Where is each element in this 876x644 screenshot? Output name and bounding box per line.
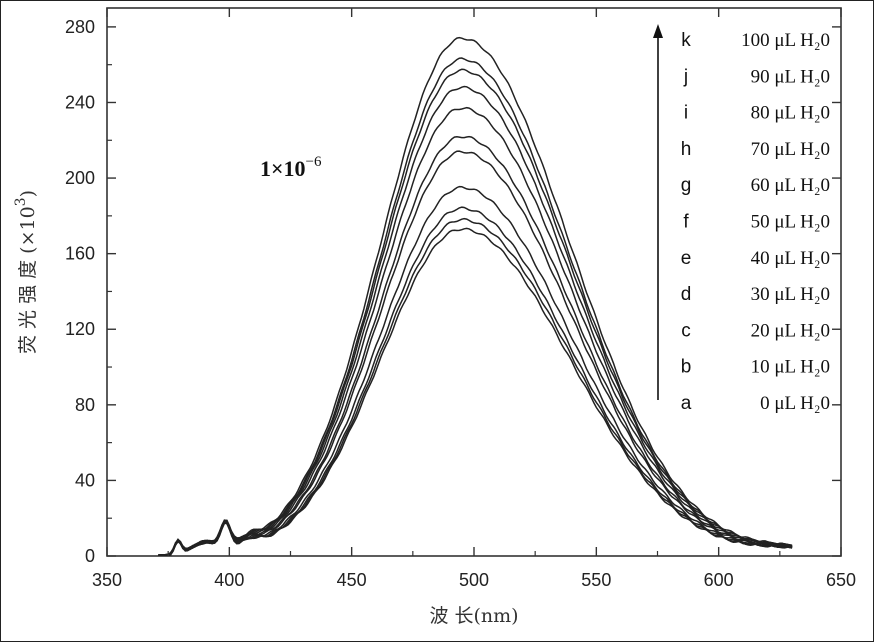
legend-letter-g: g	[681, 175, 692, 196]
legend-label-g: 60 μL H₂0	[751, 175, 830, 196]
legend-letter-j: j	[683, 66, 688, 87]
y-tick-label: 40	[75, 470, 95, 490]
series-line-k	[158, 36, 793, 556]
legend: k 100 μL H₂0 j 90 μL H₂0 i 80 μL H₂0 h 70 μL H₂…	[653, 24, 830, 414]
legend-letter-e: e	[681, 248, 692, 269]
series-line-a	[158, 227, 793, 556]
y-tick-label: 120	[65, 319, 95, 339]
plot-area	[106, 7, 842, 557]
series-line-j	[158, 57, 793, 556]
concentration-annotation: 1×10−6	[260, 154, 322, 181]
legend-letter-b: b	[681, 357, 692, 378]
x-tick-label: 600	[704, 570, 734, 590]
plot-border	[106, 7, 842, 557]
legend-label-k: 100 μL H₂0	[741, 30, 830, 51]
series-line-f	[158, 135, 793, 556]
legend-letter-k: k	[681, 30, 691, 51]
up-arrow-icon	[653, 24, 663, 38]
series-line-b	[158, 217, 793, 556]
series-line-c	[158, 206, 793, 556]
legend-letter-h: h	[681, 139, 692, 160]
axes-layer: 350 400 450 500 550 600 650 0 40 80 120 160 200 240 28…	[13, 8, 856, 627]
x-tick-label: 550	[581, 570, 611, 590]
legend-label-a: 0 μL H₂0	[760, 393, 830, 414]
legend-label-h: 70 μL H₂0	[751, 139, 830, 160]
x-tick-label: 650	[826, 570, 856, 590]
y-tick-label: 80	[75, 395, 95, 415]
x-tick-label: 400	[214, 570, 244, 590]
y-axis-title: 荧 光 强 度 (×103)	[13, 190, 39, 354]
y-tick-label: 240	[65, 92, 95, 112]
legend-label-f: 50 μL H₂0	[751, 212, 830, 233]
legend-label-i: 80 μL H₂0	[751, 103, 830, 124]
x-tick-label: 350	[92, 570, 122, 590]
series-layer	[158, 36, 793, 556]
legend-letter-d: d	[681, 284, 692, 305]
series-line-h	[158, 85, 793, 556]
legend-label-d: 30 μL H₂0	[751, 284, 830, 305]
x-tick-label: 450	[337, 570, 367, 590]
legend-label-b: 10 μL H₂0	[751, 357, 830, 378]
x-axis-title: 波 长(nm)	[429, 605, 518, 627]
legend-label-e: 40 μL H₂0	[751, 248, 830, 269]
legend-letter-f: f	[683, 212, 689, 233]
legend-label-c: 20 μL H₂0	[751, 320, 830, 341]
series-line-g	[158, 106, 793, 556]
y-tick-label: 160	[65, 244, 95, 264]
series-line-e	[158, 150, 793, 556]
y-tick-label: 0	[85, 546, 95, 566]
legend-label-j: 90 μL H₂0	[751, 66, 830, 87]
y-axis-title-group: 荧 光 强 度 (×103)	[13, 190, 39, 354]
x-tick-label: 500	[459, 570, 489, 590]
y-tick-label: 280	[65, 17, 95, 37]
series-line-d	[158, 185, 793, 556]
annotation-layer: 1×10−6	[260, 154, 322, 181]
series-line-i	[158, 68, 793, 556]
legend-letter-a: a	[681, 393, 692, 414]
legend-letter-c: c	[681, 320, 691, 341]
legend-letter-i: i	[684, 103, 688, 124]
y-tick-label: 200	[65, 168, 95, 188]
